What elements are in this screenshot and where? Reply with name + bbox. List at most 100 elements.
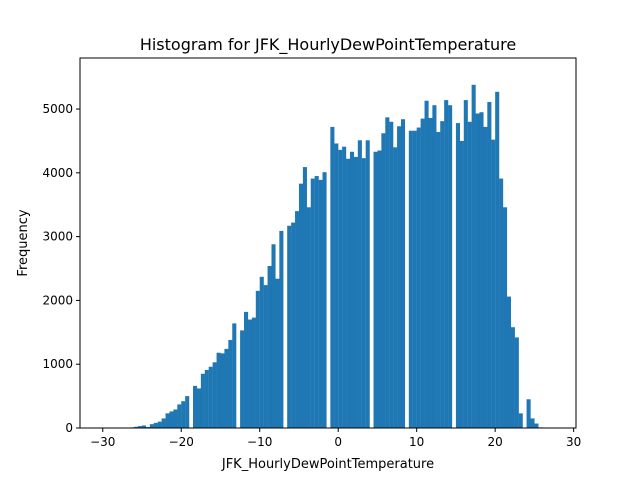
y-tick-label: 2000 (42, 293, 73, 307)
histogram-bar (499, 178, 504, 428)
histogram-bar (287, 225, 292, 428)
histogram-bar (491, 139, 496, 429)
histogram-bar (393, 147, 398, 428)
histogram-bar (514, 337, 519, 428)
y-tick-label: 5000 (42, 102, 73, 116)
y-tick-label: 4000 (42, 166, 73, 180)
histogram-bar (208, 366, 213, 428)
histogram-bar (330, 126, 335, 429)
histogram-bar (518, 413, 523, 428)
x-tick-label: 10 (409, 435, 424, 449)
x-axis-ticks: −30 −20 −10 0 10 20 30 (90, 428, 581, 449)
chart-title: Histogram for JFK_HourlyDewPointTemperat… (140, 35, 516, 55)
histogram-bar (349, 151, 355, 428)
histogram-bar (495, 91, 500, 428)
histogram-bar (157, 421, 162, 428)
histogram-bar (534, 423, 539, 428)
histogram-bar (377, 150, 382, 428)
histogram-bar (302, 167, 307, 428)
histogram-bar (244, 311, 249, 428)
x-tick-label: −20 (169, 435, 194, 449)
x-tick-label: 30 (566, 435, 581, 449)
histogram-bar (306, 207, 311, 428)
histogram-bar (475, 113, 480, 428)
histogram-bar (263, 285, 268, 428)
histogram-bar (224, 348, 229, 428)
histogram-bar (212, 362, 217, 428)
histogram-bar (471, 84, 476, 429)
x-axis-label: JFK_HourlyDewPointTemperature (221, 457, 434, 472)
histogram-bar (510, 327, 515, 428)
histogram-bar (291, 222, 296, 428)
histogram-bar (455, 123, 460, 428)
x-tick-label: 20 (488, 435, 503, 449)
x-tick-label: −10 (247, 435, 272, 449)
histogram-bar (463, 100, 468, 428)
x-tick-label: −30 (90, 435, 115, 449)
histogram-bar (444, 100, 449, 428)
histogram-bar (381, 133, 386, 428)
histogram-bar (240, 330, 245, 428)
histogram-bar (298, 183, 304, 428)
histogram-bar (487, 102, 492, 428)
histogram-bar (322, 172, 327, 428)
histogram-bar (530, 418, 535, 428)
histogram-bar (338, 149, 343, 429)
histogram-bar (138, 426, 143, 428)
plot-frame (79, 57, 577, 429)
histogram-bar (373, 151, 378, 428)
histogram-bar (216, 352, 221, 428)
histogram-bar (353, 156, 358, 428)
histogram-bar (389, 121, 394, 429)
histogram-bar (161, 418, 166, 428)
histogram-bar (342, 146, 347, 428)
histogram-bar (526, 399, 531, 428)
histogram-bar (412, 130, 417, 429)
histogram-bar (334, 143, 339, 428)
histogram-bar (232, 323, 237, 428)
histogram-bar (220, 353, 225, 428)
y-tick-label: 1000 (42, 357, 73, 371)
histogram-bar (428, 117, 433, 428)
histogram-bar (271, 244, 276, 428)
histogram-bar (193, 385, 198, 428)
histogram-bar (440, 121, 445, 428)
y-tick-label: 0 (65, 421, 73, 435)
y-axis-ticks: 0 1000 2000 3000 4000 5000 (42, 102, 80, 435)
x-tick-label: 0 (334, 435, 342, 449)
histogram-bar (310, 178, 315, 428)
histogram-bar (346, 158, 351, 429)
histogram-bar (467, 121, 472, 429)
histogram-bar (275, 278, 280, 428)
histogram-bar (432, 105, 437, 428)
histogram-bar (357, 140, 362, 429)
histogram-bar (448, 105, 453, 428)
histogram-bar (181, 401, 186, 428)
histogram-bar (503, 207, 508, 428)
histogram-bar (483, 126, 488, 429)
histogram-bar (365, 140, 370, 429)
histogram-bar (200, 373, 205, 428)
histogram-bar (420, 118, 425, 428)
histogram-bar (259, 276, 264, 428)
histogram-bar (267, 265, 272, 428)
histogram-bar (479, 112, 484, 429)
histogram-bar (459, 140, 464, 428)
histogram-bar (142, 425, 147, 428)
histogram-bar (318, 179, 323, 428)
histogram-bar (196, 388, 202, 428)
histogram-bar (255, 290, 260, 428)
histogram-bar (295, 211, 300, 428)
histogram-bar (506, 296, 512, 428)
histogram-bar (424, 100, 429, 428)
histogram-bar (204, 369, 209, 428)
histogram-bar (247, 319, 253, 428)
histogram-bar (361, 158, 366, 429)
histogram-bar (251, 317, 256, 428)
histogram-bar (408, 130, 413, 429)
histogram-bar (279, 230, 284, 428)
histogram-bar (400, 119, 406, 428)
histogram-bar (228, 339, 233, 428)
histogram-bar (169, 411, 174, 428)
